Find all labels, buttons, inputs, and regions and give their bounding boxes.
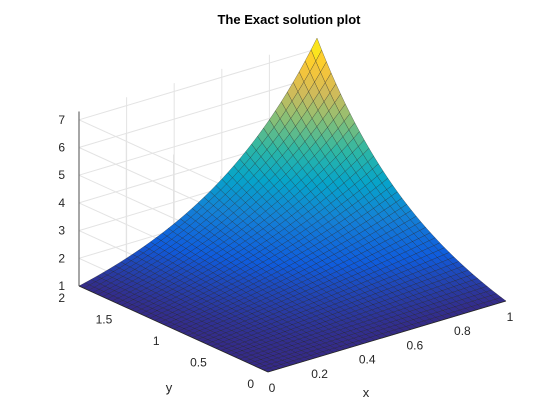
grid-line xyxy=(78,76,318,148)
z-tick-label: 2 xyxy=(58,251,65,265)
z-tick-label: 7 xyxy=(58,113,65,127)
z-tick-label: 3 xyxy=(58,224,65,238)
grid-line xyxy=(78,48,318,121)
y-axis-line xyxy=(78,285,269,373)
x-tick-label: 0.8 xyxy=(454,324,471,338)
axis-lines xyxy=(78,111,507,373)
y-tick-label: 0 xyxy=(247,377,254,391)
y-tick-label: 2 xyxy=(58,291,65,305)
surface-mesh xyxy=(78,37,507,373)
y-tick-label: 1 xyxy=(153,334,160,348)
x-tick-label: 0.4 xyxy=(359,353,376,367)
chart-title: The Exact solution plot xyxy=(217,12,361,27)
z-tick-label: 4 xyxy=(58,196,65,210)
y-tick-label: 1.5 xyxy=(96,313,113,327)
x-tick-label: 0.2 xyxy=(311,367,328,381)
x-tick-label: 1 xyxy=(507,310,514,324)
z-tick-label: 6 xyxy=(58,141,65,155)
x-tick-label: 0.6 xyxy=(406,338,423,352)
x-tick-label: 0 xyxy=(269,381,276,395)
y-axis-label: y xyxy=(166,380,173,395)
z-tick-label: 5 xyxy=(58,168,65,182)
x-axis-line xyxy=(267,300,507,373)
z-tick-label: 1 xyxy=(58,279,65,293)
x-axis-label: x xyxy=(363,385,370,400)
y-tick-label: 0.5 xyxy=(190,356,207,370)
